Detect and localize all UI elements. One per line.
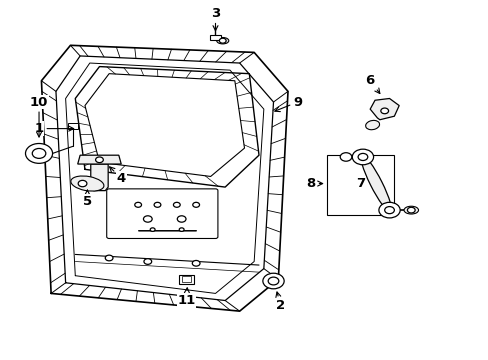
- Text: 8: 8: [306, 177, 322, 190]
- Circle shape: [105, 255, 113, 261]
- Ellipse shape: [365, 120, 379, 130]
- Ellipse shape: [360, 155, 391, 212]
- Circle shape: [179, 228, 183, 231]
- Circle shape: [143, 216, 152, 222]
- Text: 11: 11: [177, 288, 195, 307]
- Ellipse shape: [403, 206, 418, 214]
- Circle shape: [384, 207, 393, 214]
- Circle shape: [267, 277, 278, 285]
- Circle shape: [192, 260, 200, 266]
- Polygon shape: [91, 164, 108, 191]
- Polygon shape: [78, 155, 121, 164]
- Circle shape: [150, 228, 155, 231]
- Circle shape: [378, 202, 399, 218]
- Bar: [179, 275, 194, 284]
- Circle shape: [380, 108, 388, 114]
- Circle shape: [78, 180, 87, 187]
- Ellipse shape: [71, 176, 104, 191]
- Circle shape: [173, 202, 180, 207]
- Circle shape: [351, 149, 373, 165]
- Circle shape: [192, 202, 199, 207]
- FancyBboxPatch shape: [106, 189, 218, 238]
- Bar: [181, 276, 191, 282]
- Circle shape: [25, 144, 53, 163]
- Text: 10: 10: [30, 95, 48, 137]
- Circle shape: [263, 273, 284, 289]
- Circle shape: [340, 153, 351, 161]
- Polygon shape: [369, 99, 398, 120]
- Bar: [326, 155, 393, 215]
- Bar: [209, 35, 221, 40]
- Circle shape: [143, 259, 151, 264]
- Circle shape: [154, 202, 161, 207]
- Text: 1: 1: [34, 122, 74, 135]
- Circle shape: [219, 38, 225, 43]
- Text: 5: 5: [82, 190, 92, 208]
- Text: 2: 2: [275, 292, 285, 312]
- Ellipse shape: [216, 37, 228, 44]
- Bar: [68, 123, 78, 129]
- Circle shape: [95, 157, 103, 163]
- Text: 9: 9: [274, 95, 302, 112]
- Text: 6: 6: [365, 74, 379, 94]
- Text: 4: 4: [109, 167, 125, 185]
- Circle shape: [407, 207, 414, 213]
- Text: 3: 3: [210, 7, 220, 31]
- Text: 7: 7: [355, 177, 365, 190]
- Circle shape: [177, 216, 185, 222]
- Circle shape: [135, 202, 141, 207]
- Circle shape: [357, 153, 367, 161]
- Circle shape: [32, 148, 46, 158]
